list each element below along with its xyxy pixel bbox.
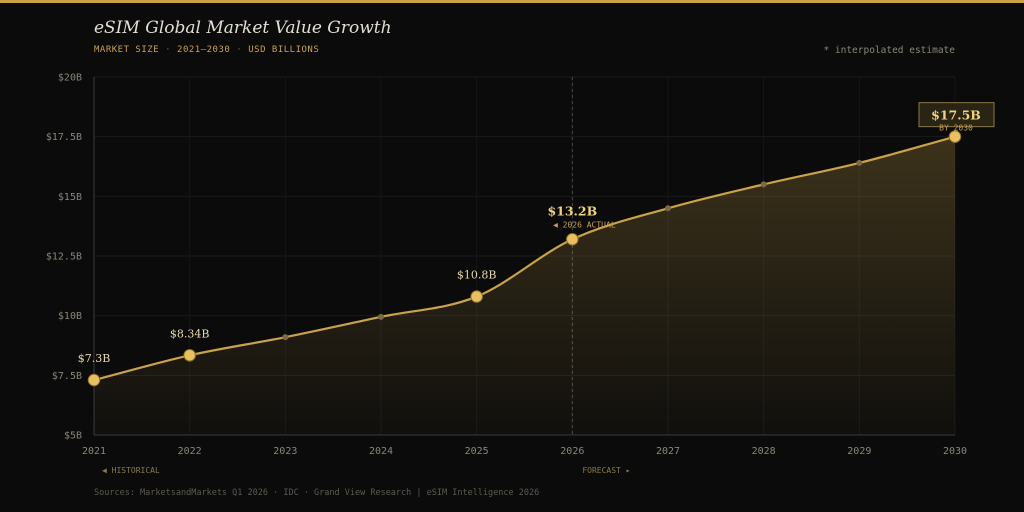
subtitle-market: MARKET SIZE	[94, 45, 160, 55]
data-point-minor	[760, 181, 767, 188]
x-tick-label: 2027	[656, 446, 680, 457]
x-tick-label: 2021	[82, 446, 106, 457]
data-point-major	[566, 232, 579, 246]
callout-sub: BY 2030	[939, 124, 973, 133]
data-label-2026: $13.2B	[547, 203, 597, 218]
data-point-minor	[665, 205, 671, 212]
y-tick-label: $5B	[64, 431, 82, 442]
data-point-minor	[378, 313, 384, 320]
area-fill	[94, 136, 955, 435]
x-tick-label: 2025	[465, 446, 489, 457]
y-tick-label: $7.5B	[52, 371, 82, 382]
actual-2026-annotation: ◀ 2026 ACTUAL	[553, 220, 616, 229]
interpolation-note: * interpolated estimate	[823, 45, 955, 56]
y-tick-label: $10B	[58, 311, 82, 322]
x-tick-label: 2024	[369, 446, 393, 457]
data-label: $8.34B	[170, 327, 210, 340]
callout-value: $17.5B	[931, 108, 981, 123]
data-points	[87, 130, 962, 387]
data-point-major	[183, 348, 196, 362]
series-line-group	[93, 135, 956, 382]
chart-title: eSIM Global Market Value Growth	[94, 18, 392, 38]
data-point-minor	[856, 159, 863, 166]
callout-box	[918, 102, 995, 128]
area-fill-group	[94, 136, 955, 435]
x-tick-label: 2030	[943, 446, 967, 457]
data-labels: $7.3B $8.34B $10.8B $13.2B	[78, 203, 597, 365]
data-label: $7.3B	[78, 352, 111, 365]
y-tick-label: $17.5B	[46, 132, 82, 143]
x-tick-label: 2028	[752, 446, 776, 457]
forecast-region-label: FORECAST ▸	[582, 466, 630, 475]
data-point-major	[87, 373, 101, 387]
data-point-major	[470, 290, 483, 303]
y-tick-label: $15B	[58, 192, 82, 203]
data-label: $10.8B	[457, 269, 497, 282]
sources-footer: Sources: MarketsandMarkets Q1 2026 · IDC…	[94, 488, 540, 498]
x-tick-label: 2023	[273, 446, 297, 457]
top-accent-bar	[0, 0, 1024, 3]
x-tick-label: 2026	[560, 446, 584, 457]
subtitle-range: 2021–2030	[177, 45, 231, 55]
y-tick-label: $12.5B	[46, 252, 82, 263]
subtitle-unit: USD BILLIONS	[248, 45, 320, 55]
series-line	[93, 135, 956, 382]
x-tick-label: 2029	[847, 446, 871, 457]
data-point-major	[948, 130, 962, 143]
tick-labels: $5B $7.5B $10B $12.5B $15B $17.5B $20B 2021 2022…	[46, 73, 967, 458]
y-tick-label: $20B	[58, 73, 82, 84]
chart-subtitle: MARKET SIZE · 2021–2030 · USD BILLIONS	[94, 45, 319, 55]
subtitle-separator: ·	[165, 45, 172, 55]
data-point-minor	[282, 334, 289, 341]
x-tick-label: 2022	[178, 446, 202, 457]
historical-region-label: ◀ HISTORICAL	[102, 466, 160, 475]
subtitle-separator: ·	[236, 45, 243, 55]
